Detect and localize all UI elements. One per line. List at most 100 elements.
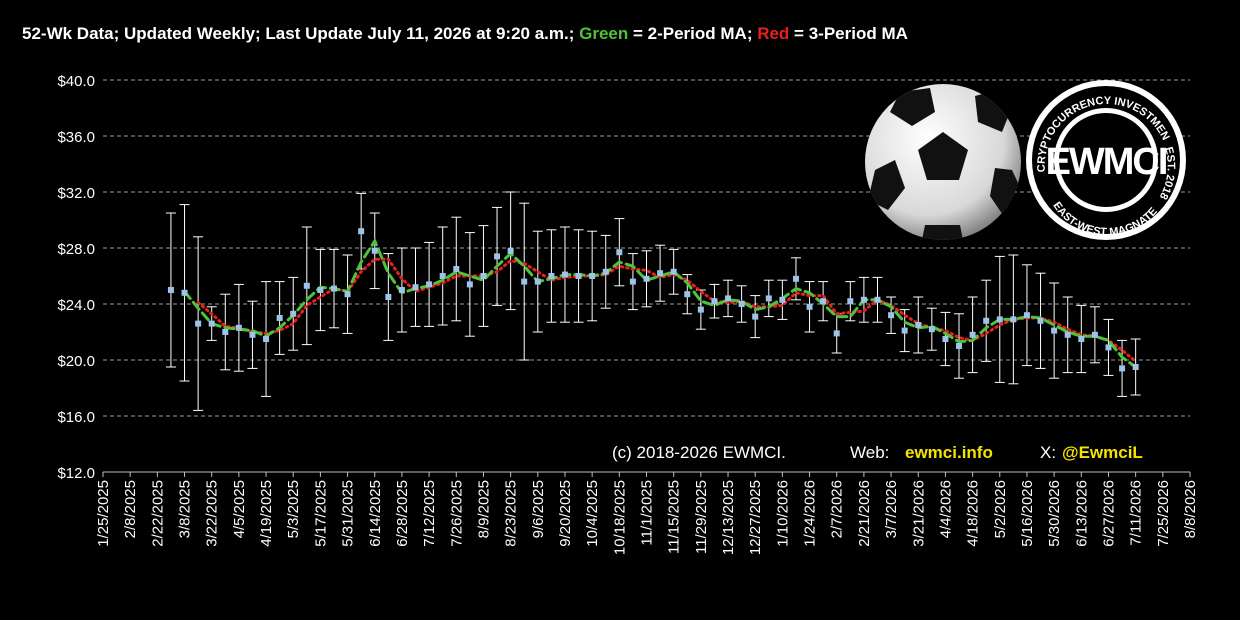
y-tick-label: $24.0	[57, 297, 95, 314]
data-point	[847, 298, 854, 305]
data-point	[1132, 364, 1139, 370]
x-tick-label: 8/23/2025	[503, 480, 520, 547]
data-point	[426, 281, 433, 288]
footer-web: ewmci.info	[905, 443, 993, 462]
x-tick-label: 5/17/2025	[312, 480, 329, 547]
x-tick-label: 4/4/2026	[937, 480, 954, 538]
x-tick-label: 2/21/2026	[856, 480, 873, 547]
footer-x-label: X:	[1040, 443, 1056, 462]
data-point	[439, 273, 446, 279]
x-tick-label: 1/10/2026	[774, 480, 791, 547]
footer-web-label: Web:	[850, 443, 889, 462]
data-point	[548, 273, 555, 279]
data-point	[860, 296, 867, 303]
data-point	[915, 322, 922, 328]
y-tick-label: $32.0	[57, 185, 95, 202]
x-tick-label: 12/27/2025	[747, 480, 764, 555]
data-point	[1051, 327, 1058, 334]
x-tick-label: 7/12/2025	[421, 480, 438, 547]
data-point	[1091, 331, 1098, 338]
data-point	[494, 253, 501, 260]
x-tick-label: 7/25/2026	[1155, 480, 1172, 547]
x-tick-label: 4/18/2026	[965, 480, 982, 547]
x-tick-label: 6/14/2025	[367, 480, 384, 547]
data-point	[888, 312, 895, 319]
data-point	[779, 296, 786, 303]
x-tick-label: 5/31/2025	[340, 480, 357, 547]
data-point	[657, 270, 664, 277]
data-point	[385, 294, 392, 300]
x-tick-label: 7/11/2026	[1128, 480, 1145, 546]
data-point	[589, 273, 596, 279]
x-tick-label: 5/3/2025	[285, 480, 302, 538]
data-point	[303, 282, 310, 289]
title-part: Red	[757, 24, 789, 43]
data-point	[222, 329, 229, 335]
data-point	[602, 268, 609, 275]
data-point	[195, 320, 202, 327]
title-part: 52-Wk Data; Updated Weekly; Last Update …	[22, 24, 579, 43]
logo-center: EWMCI	[1046, 141, 1167, 183]
x-tick-label: 3/7/2026	[883, 480, 900, 538]
x-tick-label: 12/13/2025	[720, 480, 737, 555]
data-point	[956, 343, 963, 349]
data-point	[1037, 317, 1044, 324]
footer-x-handle: @EwmciL	[1062, 443, 1143, 462]
data-point	[208, 320, 215, 327]
x-tick-label: 3/8/2025	[177, 480, 194, 538]
data-point	[874, 296, 881, 303]
data-point	[629, 278, 636, 285]
x-tick-label: 6/27/2026	[1100, 480, 1117, 547]
x-tick-label: 3/22/2025	[204, 480, 221, 547]
data-point	[249, 331, 256, 338]
data-point	[1078, 336, 1085, 342]
data-point	[561, 271, 568, 278]
data-point	[398, 287, 405, 293]
data-point	[235, 324, 242, 331]
x-tick-label: 5/30/2026	[1046, 480, 1063, 547]
x-tick-label: 11/1/2025	[639, 480, 656, 546]
data-point	[317, 287, 324, 293]
data-point	[684, 291, 691, 298]
x-tick-label: 3/21/2026	[910, 480, 927, 547]
y-tick-label: $28.0	[57, 241, 95, 258]
data-point	[276, 315, 283, 321]
data-point	[942, 336, 949, 342]
data-point	[371, 247, 378, 254]
data-point	[167, 287, 174, 293]
x-tick-label: 4/19/2025	[258, 480, 275, 547]
chart-title: 52-Wk Data; Updated Weekly; Last Update …	[22, 24, 908, 43]
x-tick-label: 7/26/2025	[448, 480, 465, 547]
x-tick-label: 11/15/2025	[666, 480, 683, 554]
data-point	[1119, 365, 1126, 372]
data-point	[806, 303, 813, 310]
x-tick-label: 5/2/2026	[992, 480, 1009, 538]
x-tick-label: 1/25/2025	[95, 480, 112, 547]
data-point	[466, 281, 473, 288]
soccer-ball	[865, 84, 1021, 240]
data-point	[412, 284, 419, 291]
x-tick-label: 2/22/2025	[149, 480, 166, 547]
data-point	[480, 273, 487, 279]
data-point	[820, 298, 827, 305]
data-point	[1010, 316, 1017, 323]
data-point	[752, 313, 759, 320]
data-point	[833, 330, 840, 337]
x-tick-label: 11/29/2025	[693, 480, 710, 554]
title-part: = 3-Period MA	[789, 24, 908, 43]
y-tick-label: $40.0	[57, 73, 95, 90]
x-tick-label: 2/7/2026	[829, 480, 846, 538]
data-point	[330, 285, 337, 292]
title-part: Green	[579, 24, 628, 43]
x-tick-label: 2/8/2025	[122, 480, 139, 538]
data-point	[1105, 344, 1112, 351]
data-point	[358, 228, 365, 235]
x-tick-label: 9/6/2025	[530, 480, 547, 538]
x-tick-label: 6/28/2025	[394, 480, 411, 547]
data-point	[969, 331, 976, 338]
x-tick-label: 6/13/2026	[1073, 480, 1090, 547]
y-tick-label: $16.0	[57, 409, 95, 426]
data-point	[575, 273, 582, 279]
data-point	[616, 249, 623, 256]
